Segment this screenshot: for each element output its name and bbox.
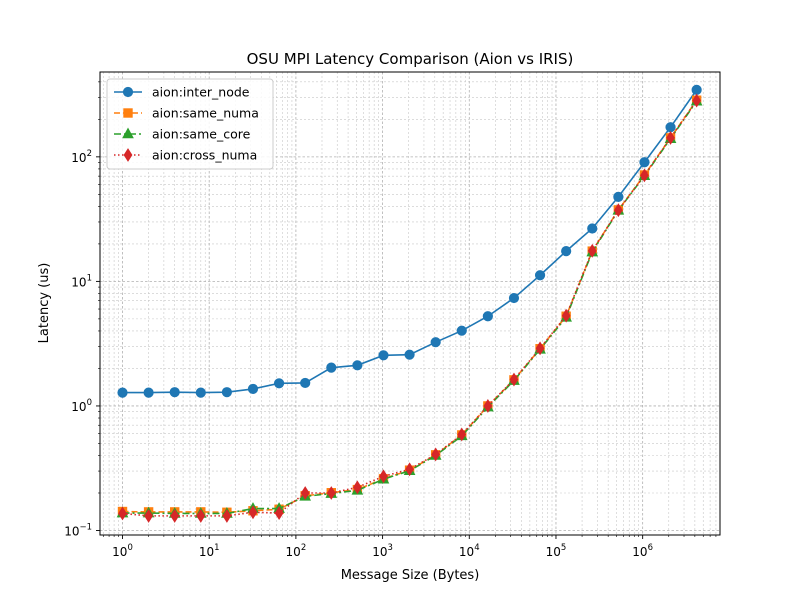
- y-tick-label: 101: [71, 273, 92, 289]
- data-point: [143, 387, 154, 398]
- data-point: [248, 505, 258, 520]
- legend-marker: [122, 86, 134, 98]
- series-line: [122, 100, 698, 517]
- data-point: [378, 350, 389, 361]
- legend-label: aion:same_core: [152, 127, 251, 142]
- data-point: [117, 387, 128, 398]
- data-point: [587, 223, 598, 234]
- data-point: [169, 387, 180, 398]
- series-aion-cross-numa: [118, 93, 702, 523]
- data-point: [326, 486, 336, 500]
- data-point: [509, 372, 519, 387]
- data-point: [613, 203, 623, 218]
- series-layer: [116, 84, 703, 523]
- x-tick-exponent: 3: [388, 543, 393, 553]
- axes-frame: [99, 71, 721, 536]
- x-tick-label: 106: [632, 543, 653, 559]
- data-point: [300, 486, 310, 500]
- data-point: [692, 93, 702, 108]
- legend-item: aion:inter_node: [114, 85, 250, 100]
- y-tick-label: 100: [71, 398, 92, 414]
- x-tick-label: 104: [459, 543, 480, 559]
- data-point: [457, 427, 467, 442]
- series-aion-inter-node: [117, 84, 702, 398]
- legend-marker: [123, 108, 133, 118]
- data-point: [482, 311, 493, 322]
- x-tick-label: 105: [546, 543, 567, 559]
- data-point: [379, 469, 388, 484]
- x-tick-exponent: 6: [648, 543, 653, 553]
- legend-marker: [122, 127, 134, 139]
- legend-label: aion:same_numa: [152, 106, 259, 121]
- data-point: [561, 246, 572, 257]
- y-tick-label: 102: [71, 149, 92, 165]
- x-tick-exponent: 5: [561, 543, 566, 553]
- data-point: [483, 399, 493, 413]
- y-tick-exponent: −1: [79, 522, 92, 532]
- data-point: [326, 362, 337, 373]
- data-point: [639, 157, 650, 168]
- data-point: [587, 243, 597, 258]
- legend-item: aion:same_core: [114, 127, 251, 142]
- data-point: [561, 308, 571, 323]
- data-point: [247, 383, 259, 395]
- x-tick-exponent: 1: [214, 543, 219, 553]
- data-point: [640, 168, 649, 183]
- data-point: [431, 447, 441, 462]
- data-point: [274, 506, 284, 521]
- data-point: [691, 84, 702, 95]
- series-line: [122, 99, 698, 514]
- y-tick-exponent: 0: [87, 398, 92, 408]
- data-point: [195, 387, 206, 398]
- data-point: [534, 270, 546, 281]
- data-point: [273, 378, 285, 389]
- x-tick-label: 103: [372, 543, 393, 559]
- data-point: [352, 360, 363, 371]
- data-point: [666, 130, 675, 145]
- data-point: [430, 337, 441, 348]
- data-point: [405, 462, 414, 477]
- legend-marker: [123, 148, 133, 162]
- x-tick-exponent: 4: [474, 543, 479, 553]
- x-tick-exponent: 2: [301, 543, 306, 553]
- y-tick-label: 10−1: [64, 522, 92, 538]
- data-point: [535, 341, 545, 356]
- chart-title: OSU MPI Latency Comparison (Aion vs IRIS…: [247, 50, 574, 68]
- y-tick-exponent: 1: [87, 273, 92, 283]
- legend-label: aion:inter_node: [152, 85, 250, 100]
- data-point: [404, 349, 415, 360]
- data-point: [665, 122, 676, 133]
- data-point: [170, 508, 180, 523]
- data-point: [144, 508, 153, 523]
- x-tick-label: 100: [112, 543, 133, 559]
- legend-item: aion:cross_numa: [114, 148, 257, 163]
- data-point: [118, 506, 127, 521]
- x-axis-label: Message Size (Bytes): [341, 568, 480, 583]
- x-tick-label: 101: [199, 543, 220, 559]
- y-tick-exponent: 2: [87, 149, 92, 159]
- data-point: [300, 377, 311, 389]
- legend-box: [106, 78, 274, 170]
- data-point: [613, 191, 624, 202]
- y-axis-label: Latency (us): [37, 263, 52, 344]
- x-tick-exponent: 0: [127, 543, 132, 553]
- data-point: [222, 508, 232, 523]
- data-point: [456, 325, 467, 336]
- legend-item: aion:same_numa: [114, 106, 259, 121]
- legend: aion:inter_node aion:same_numa aion:same_c…: [106, 78, 274, 170]
- legend-label: aion:cross_numa: [152, 148, 257, 163]
- data-point: [196, 508, 206, 523]
- data-point: [508, 292, 520, 304]
- x-tick-label: 102: [286, 543, 307, 559]
- data-point: [221, 387, 232, 398]
- data-point: [352, 480, 362, 495]
